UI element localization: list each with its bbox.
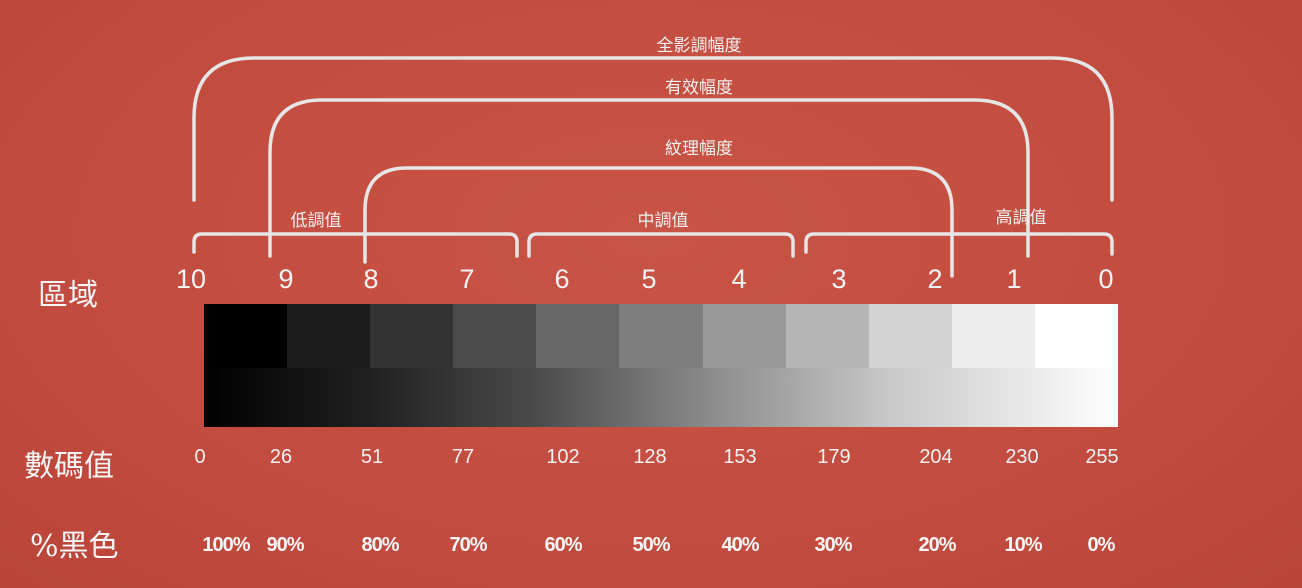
black-percent-value: 30% <box>814 534 852 556</box>
zone-step-swatch <box>370 304 454 368</box>
black-percent-value: 100% <box>202 534 250 556</box>
zone-number: 10 <box>175 264 207 294</box>
black-percent-value: 90% <box>266 534 304 556</box>
low-group-bracket <box>192 232 519 258</box>
zone-step-swatch <box>1034 304 1119 368</box>
zone-step-swatch <box>951 304 1035 368</box>
zone-step-swatch <box>619 304 703 368</box>
zone-step-swatch <box>868 304 952 368</box>
texture-range-label: 紋理幅度 <box>665 139 733 159</box>
zone-number: 4 <box>731 264 747 294</box>
black-percent-value: 40% <box>721 534 759 556</box>
zone-number: 7 <box>459 264 475 294</box>
zone-step-swatch <box>453 304 537 368</box>
digital-row-label: 數碼值 <box>24 449 114 484</box>
effective-range-bracket <box>268 98 1030 258</box>
zone-step-wedge <box>204 304 1119 368</box>
effective-range-label: 有效幅度 <box>665 78 733 98</box>
zone-number: 3 <box>831 264 847 294</box>
black-percent-value: 60% <box>544 534 582 556</box>
black-row-label: %黑色 <box>30 529 119 564</box>
continuous-gradient <box>204 368 1118 427</box>
black-percent-value: 50% <box>632 534 670 556</box>
zone-row-label: 區域 <box>38 278 98 313</box>
high-group-bracket <box>804 232 1114 256</box>
zone-number: 2 <box>927 264 943 294</box>
low-group-label: 低調值 <box>290 211 342 231</box>
digital-value: 128 <box>633 446 667 468</box>
high-group-label: 高調值 <box>995 208 1047 228</box>
digital-value: 204 <box>919 446 953 468</box>
zone-number: 5 <box>641 264 657 294</box>
zone-number: 0 <box>1098 264 1114 294</box>
digital-value: 153 <box>723 446 757 468</box>
zone-step-swatch <box>536 304 620 368</box>
black-percent-value: 80% <box>361 534 399 556</box>
digital-value: 102 <box>546 446 580 468</box>
zone-step-swatch <box>785 304 869 368</box>
mid-group-label: 中調值 <box>637 211 689 231</box>
texture-range-bracket <box>363 166 954 278</box>
black-percent-value: 70% <box>449 534 487 556</box>
black-percent-value: 0% <box>1087 534 1116 556</box>
zone-number: 1 <box>1006 264 1022 294</box>
digital-value: 179 <box>817 446 851 468</box>
digital-value: 255 <box>1085 446 1119 468</box>
zone-step-swatch <box>204 304 288 368</box>
zone-number: 6 <box>554 264 570 294</box>
zone-step-swatch <box>287 304 371 368</box>
digital-value: 0 <box>194 446 206 468</box>
full-range-label: 全影調幅度 <box>656 36 742 56</box>
zone-step-swatch <box>702 304 786 368</box>
mid-group-bracket <box>527 232 795 258</box>
digital-value: 230 <box>1005 446 1039 468</box>
black-percent-value: 10% <box>1004 534 1042 556</box>
black-percent-value: 20% <box>918 534 956 556</box>
digital-value: 26 <box>269 446 293 468</box>
digital-value: 77 <box>451 446 475 468</box>
digital-value: 51 <box>360 446 384 468</box>
full-range-bracket <box>192 56 1114 202</box>
zone-number: 8 <box>363 264 379 294</box>
zone-number: 9 <box>278 264 294 294</box>
